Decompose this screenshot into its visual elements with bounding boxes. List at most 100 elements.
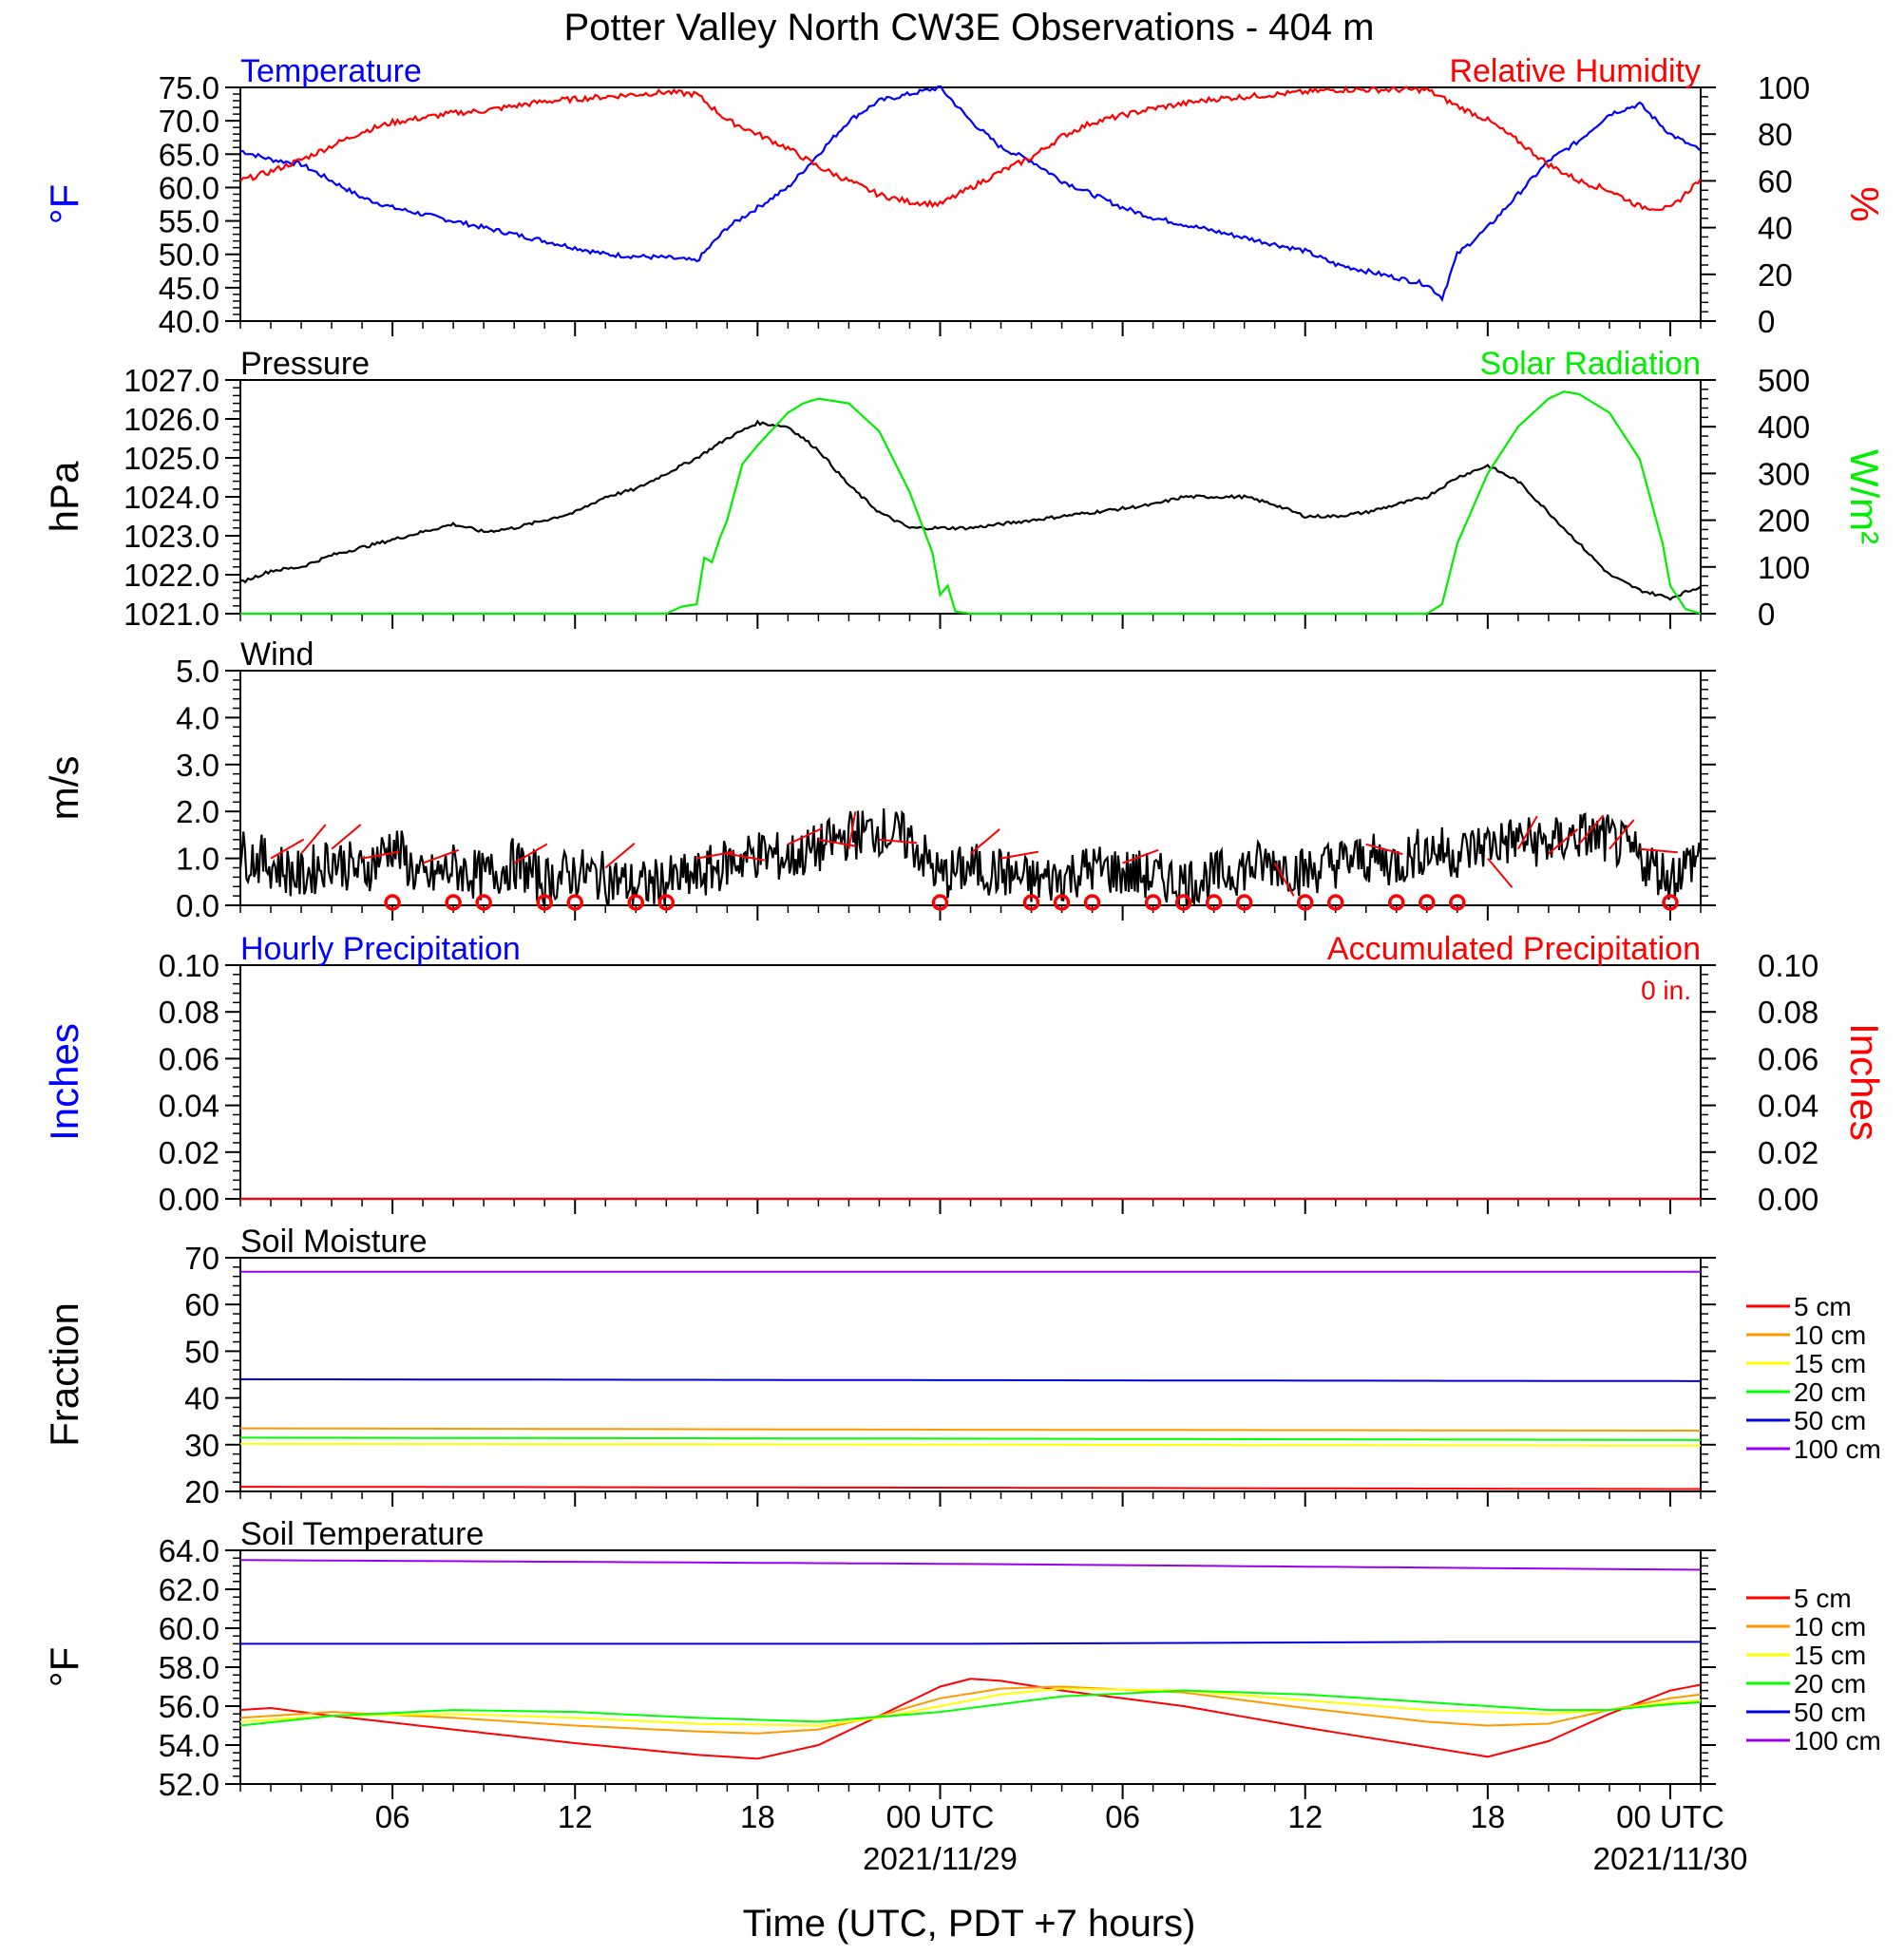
series-line-5-cm	[240, 1486, 1701, 1490]
y-tick-label-left: 52.0	[159, 1767, 219, 1802]
y-tick-label-left: 45.0	[159, 271, 219, 306]
wind-barb	[1548, 828, 1579, 855]
wind-barb	[1487, 857, 1514, 888]
y-axis-label-right: Inches	[1842, 1023, 1887, 1141]
wind-barb	[331, 824, 362, 850]
y-tick-label-left: 70.0	[159, 104, 219, 139]
y-tick-label-right: 0.10	[1758, 948, 1818, 983]
calm-circle	[384, 894, 401, 911]
series-line-solar-radiation	[240, 390, 1701, 616]
wind-barb	[422, 848, 460, 864]
plot-frame	[239, 1549, 1702, 1785]
wind-barb	[300, 824, 327, 855]
series-group	[240, 85, 1701, 303]
y-tick-label-left: 2.0	[176, 794, 219, 829]
y-tick-label-left: 0.00	[159, 1182, 219, 1217]
y-tick-label-left: 1021.0	[124, 597, 219, 632]
y-tick-label-right: 80	[1758, 117, 1793, 152]
calm-circle	[1449, 894, 1466, 911]
series-line-pressure	[240, 419, 1701, 601]
y-tick-label-right: 0	[1758, 597, 1775, 632]
y-tick-label-left: 60.0	[159, 170, 219, 205]
series-line-50-cm	[240, 1641, 1701, 1645]
panel-title-left: Soil Temperature	[240, 1516, 484, 1552]
wind-barb	[1273, 863, 1295, 897]
wind-barb	[1609, 819, 1635, 850]
y-tick-label-left: 20	[184, 1474, 219, 1509]
wind-barb	[847, 811, 857, 849]
y-tick-label-left: 50.0	[159, 237, 219, 273]
x-tick-label: 00 UTC	[1616, 1799, 1724, 1834]
calm-circle	[1053, 894, 1071, 911]
y-tick-label-left: 75.0	[159, 70, 219, 105]
y-axis-label-right: W/m²	[1842, 449, 1887, 544]
calm-circle	[931, 894, 949, 911]
y-tick-label-left: 40.0	[159, 304, 219, 339]
y-tick-label-right: 300	[1758, 456, 1810, 491]
y-tick-label-left: 40	[184, 1381, 219, 1416]
y-tick-label-left: 55.0	[159, 204, 219, 239]
y-tick-label-left: 3.0	[176, 748, 219, 783]
series-group	[240, 390, 1701, 616]
panel-title-right: Relative Humidity	[1449, 53, 1701, 89]
legend-label: 15 cm	[1794, 1349, 1866, 1378]
calm-circle	[1327, 894, 1344, 911]
panel-title-left: Pressure	[240, 346, 370, 382]
y-tick-label-left: 1.0	[176, 842, 219, 877]
series-line-5-cm	[240, 1678, 1701, 1760]
panel-title-right: Solar Radiation	[1480, 346, 1701, 382]
y-tick-label-left: 54.0	[159, 1728, 219, 1763]
panel-title-right: Accumulated Precipitation	[1327, 931, 1701, 967]
legend-label: 15 cm	[1794, 1641, 1866, 1670]
series-line-15-cm	[240, 1442, 1701, 1447]
y-tick-label-left: 0.06	[159, 1041, 219, 1076]
y-axis-label-left: m/s	[42, 756, 86, 821]
series-line-50-cm	[240, 1377, 1701, 1382]
x-tick-label: 06	[375, 1799, 410, 1834]
wind-barb	[1122, 848, 1159, 864]
panel-title-left: Temperature	[240, 53, 422, 89]
panel-title-left: Soil Moisture	[240, 1224, 428, 1260]
wind-barb	[604, 843, 636, 869]
x-tick-label: 00 UTC	[886, 1799, 995, 1834]
calm-circle	[1296, 894, 1314, 911]
series-line-relative-humidity	[240, 85, 1701, 212]
panel-4: 0.00 0.02 0.04 0.06 0.08 0.10 0.00 0.02 0.04 0.06…	[42, 931, 1887, 1217]
y-tick-label-left: 4.0	[176, 700, 219, 735]
calm-circle	[536, 894, 553, 911]
x-tick-label: 18	[1470, 1799, 1505, 1834]
calm-circle	[445, 894, 462, 911]
panel-annotation: 0 in.	[1641, 976, 1691, 1005]
legend-label: 10 cm	[1794, 1320, 1866, 1350]
x-tick-label: 12	[558, 1799, 593, 1834]
y-tick-label-left: 0.08	[159, 995, 219, 1030]
legend-label: 5 cm	[1794, 1584, 1852, 1613]
x-date-label: 2021/11/30	[1593, 1841, 1748, 1876]
y-tick-label-left: 60	[184, 1287, 219, 1322]
panel-1: 40.045.050.055.060.065.070.075.0 0 20 40 60 8…	[42, 53, 1887, 339]
wind-barb	[969, 828, 1000, 855]
wind-barbs	[270, 811, 1679, 911]
series-group	[240, 808, 1701, 907]
y-tick-label-left: 1027.0	[124, 363, 219, 398]
calm-circle	[1235, 894, 1253, 911]
wind-barb	[513, 843, 548, 864]
y-tick-label-left: 5.0	[176, 654, 219, 689]
y-tick-label-right: 400	[1758, 409, 1810, 445]
wind-barb	[270, 838, 305, 860]
wind-barb	[727, 852, 765, 862]
figure-title: Potter Valley North CW3E Observations - …	[564, 7, 1375, 48]
series-line-20-cm	[240, 1436, 1701, 1441]
x-tick-label: 12	[1287, 1799, 1323, 1834]
y-tick-label-left: 65.0	[159, 137, 219, 172]
panel-6: 52.0 54.0 56.0 58.0 60.0 62.0 64.0 Soil Tempera…	[42, 1516, 1881, 1802]
series-group	[240, 1270, 1701, 1490]
y-tick-label-right: 60	[1758, 163, 1793, 199]
y-axis-label-right: %	[1842, 186, 1887, 221]
wind-barb	[879, 838, 918, 845]
y-tick-label-left: 30	[184, 1428, 219, 1463]
panel-title-left: Hourly Precipitation	[240, 931, 521, 967]
y-tick-label-right: 0.04	[1758, 1089, 1818, 1124]
